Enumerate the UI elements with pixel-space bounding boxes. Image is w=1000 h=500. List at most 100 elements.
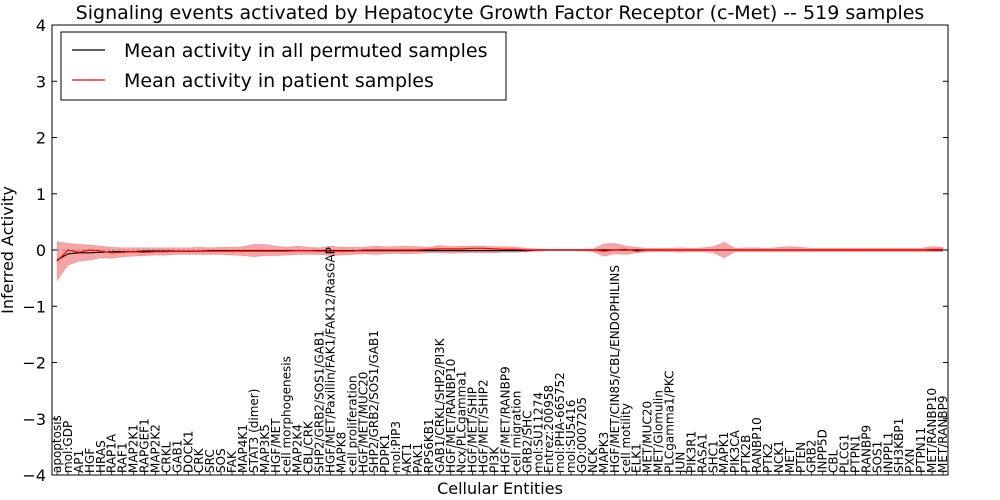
x-tick-label: PIK3CA xyxy=(728,429,742,473)
y-tick-label: −2 xyxy=(22,354,46,373)
x-tick-label: RANBP9 xyxy=(859,425,873,473)
x-tick-label: Ncx/PLCgamma1 xyxy=(455,371,469,473)
x-tick-label: RAPGEF1 xyxy=(138,418,152,473)
x-tick-label: INPP5D xyxy=(816,429,830,473)
x-tick-label: JUN xyxy=(674,452,688,474)
y-tick-label: 2 xyxy=(36,129,46,148)
x-tick-label: PTEN xyxy=(794,442,808,473)
x-tick-label: GAB1 xyxy=(170,440,184,473)
x-tick-label: PIK3R1 xyxy=(684,431,698,473)
x-tick-label: MET/Glomulin xyxy=(652,390,666,473)
y-axis-label: Inferred Activity xyxy=(0,186,17,314)
y-tick-label: −3 xyxy=(22,410,46,429)
x-tick-label: SOS xyxy=(214,448,228,473)
x-tick-label: DOCK1 xyxy=(181,430,195,473)
x-tick-label: SRC xyxy=(203,449,217,473)
x-tick-label: AKT1 xyxy=(400,443,414,473)
chart-title: Signaling events activated by Hepatocyte… xyxy=(76,2,925,24)
x-tick-label: RAF1 xyxy=(116,442,130,473)
x-tick-label: RANBP10 xyxy=(750,417,764,473)
x-tick-label: CRKL xyxy=(159,441,173,473)
x-tick-label: STAT3 (dimer) xyxy=(247,389,261,473)
legend-label-permuted: Mean activity in all permuted samples xyxy=(124,40,487,62)
legend-label-patient: Mean activity in patient samples xyxy=(124,70,434,92)
x-tick-label: PTK2 xyxy=(761,443,775,473)
x-tick-label: INPPL1 xyxy=(881,432,895,473)
y-axis: 4 3 2 1 0 −1 −2 −3 −4 xyxy=(22,16,948,485)
x-tick-label: RASA1 xyxy=(695,433,709,473)
x-tick-label: CBL/CRK xyxy=(302,420,316,473)
x-tick-label: NCK xyxy=(586,447,600,473)
y-tick-label: 1 xyxy=(36,185,46,204)
x-tick-label: CRK xyxy=(192,447,206,473)
variability-band xyxy=(56,241,944,282)
x-tick-label: SOS1 xyxy=(870,441,884,473)
x-tick-label: mol:GDP xyxy=(61,421,75,473)
x-tick-label: MAP2K2 xyxy=(148,424,162,473)
x-tick-label: FAK xyxy=(225,450,239,473)
x-tick-label: HGF/MET/SHIP2 xyxy=(477,379,491,473)
x-tick-label: GO:0007205 xyxy=(575,397,589,473)
x-tick-label: PTPN1 xyxy=(849,435,863,473)
x-tick-label: cell migration xyxy=(509,391,523,473)
x-axis: apoptosismol:GDPAP1HGFHRASRAP1ARAF1MAP2K… xyxy=(50,247,950,475)
x-tick-label: HGF/MET/SHIP xyxy=(466,387,480,473)
x-tick-label: PLCG1 xyxy=(838,434,852,473)
x-tick-label: MAPK8 xyxy=(334,432,348,473)
x-tick-label: mol:PHA-665752 xyxy=(553,372,567,473)
x-tick-label: AP1 xyxy=(72,450,86,473)
y-tick-label: 4 xyxy=(36,16,46,35)
x-tick-label: MAPK1 xyxy=(717,432,731,473)
x-tick-label: MET/RANBP10 xyxy=(925,388,939,473)
y-tick-label: −4 xyxy=(22,466,46,485)
x-tick-label: SHP2/GRB2/SOS1/GAB1 xyxy=(313,330,327,473)
x-tick-label: PTK2B xyxy=(739,435,753,473)
x-tick-label: HGF/MET xyxy=(269,418,283,473)
x-tick-label: ELK1 xyxy=(630,443,644,473)
x-tick-label: PXN xyxy=(903,449,917,473)
x-tick-label: GRB2 xyxy=(805,439,819,473)
y-tick-label: 3 xyxy=(36,72,46,91)
x-tick-label: MAP4K1 xyxy=(236,424,250,473)
x-tick-label: mol:SU5416 xyxy=(564,400,578,473)
x-tick-label: PI3K xyxy=(488,446,502,473)
x-tick-label: MAP3K5 xyxy=(258,424,272,473)
x-tick-label: HRAS xyxy=(94,440,108,473)
x-tick-label: SH3KBP1 xyxy=(892,418,906,473)
x-tick-label: SHP2/GRB2/SOS1/GAB1 xyxy=(367,330,381,473)
x-tick-label: MAPK3 xyxy=(597,432,611,473)
series-patient-line xyxy=(56,247,943,262)
x-tick-label: HGF/MET/MUC20 xyxy=(356,372,370,473)
x-tick-label: CBL xyxy=(827,449,841,473)
x-tick-label: Entrez:200958 xyxy=(542,385,556,473)
x-tick-label: cell motility xyxy=(619,403,633,473)
x-tick-label: PTPN11 xyxy=(914,427,928,473)
x-tick-label: MAP2K1 xyxy=(127,424,141,473)
x-tick-label: mol:PIP3 xyxy=(389,421,403,473)
x-tick-label: MET/MUC20 xyxy=(641,401,655,473)
x-axis-label: Cellular Entities xyxy=(437,479,563,498)
x-tick-label: HGF xyxy=(83,448,97,473)
x-tick-label: PDPK1 xyxy=(378,434,392,473)
x-tick-label: apoptosis xyxy=(50,415,64,473)
x-tick-label: PAK1 xyxy=(411,443,425,473)
x-tick-label: RPS6KB1 xyxy=(422,418,436,473)
x-tick-label: MAP2K4 xyxy=(291,424,305,473)
x-tick-label: HGF/MET/CIN85/CBL/ENDOPHILINS xyxy=(608,265,622,473)
x-tick-label: mol:SU11274 xyxy=(531,392,545,473)
x-tick-label: RAP1A xyxy=(105,433,119,473)
y-tick-label: 0 xyxy=(36,241,46,260)
x-tick-label: GAB1/CRKL/SHP2/PI3K xyxy=(433,337,447,473)
x-tick-label: HGF/MET/RANBP10 xyxy=(444,359,458,473)
x-tick-label: cell proliferation xyxy=(345,375,359,473)
x-tick-label: HGF/MET/RANBP9 xyxy=(499,366,513,473)
x-tick-label: GRB2/SHC xyxy=(520,410,534,473)
x-tick-label: SHC1 xyxy=(706,440,720,473)
legend: Mean activity in all permuted samples Me… xyxy=(60,31,507,101)
x-tick-label: HGF/MET/Paxillin/FAK1/FAK12/RasGAP xyxy=(324,247,338,473)
x-tick-label: NCK1 xyxy=(772,440,786,473)
x-tick-label: cell morphogenesis xyxy=(280,356,294,473)
y-tick-label: −1 xyxy=(22,297,46,316)
x-tick-label: MET/RANBP9 xyxy=(936,396,950,473)
